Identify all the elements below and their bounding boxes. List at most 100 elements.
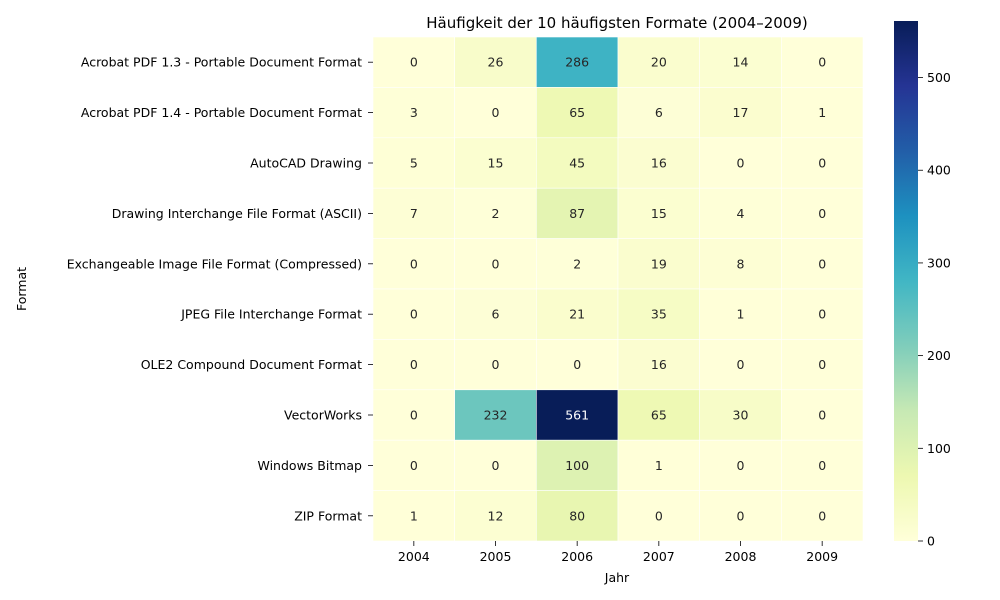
heatmap-cell — [617, 137, 700, 189]
cell-value-label: 0 — [492, 357, 500, 372]
cell-value-label: 87 — [569, 206, 585, 221]
y-tick-label: Exchangeable Image File Format (Compress… — [67, 256, 362, 271]
heatmap-cell — [454, 339, 537, 391]
y-tick-label: Drawing Interchange File Format (ASCII) — [112, 206, 362, 221]
heatmap-cell — [617, 238, 700, 290]
cell-value-label: 0 — [818, 156, 826, 171]
heatmap-cell — [699, 439, 782, 491]
cell-value-label: 35 — [651, 307, 667, 322]
heatmap-cell — [699, 288, 782, 340]
heatmap-cell — [781, 137, 864, 189]
heatmap-cell — [454, 36, 537, 88]
heatmap-cell — [617, 36, 700, 88]
x-tick-label: 2008 — [725, 549, 757, 564]
cell-value-label: 15 — [488, 156, 504, 171]
heatmap-cell — [699, 187, 782, 239]
cell-value-label: 65 — [569, 105, 585, 120]
cell-value-label: 0 — [818, 206, 826, 221]
x-tick-label: 2009 — [806, 549, 838, 564]
cell-value-label: 12 — [488, 508, 504, 523]
cell-value-label: 14 — [733, 55, 749, 70]
heatmap-cell — [781, 389, 864, 441]
cell-value-label: 0 — [818, 256, 826, 271]
cell-value-label: 2 — [573, 256, 581, 271]
cell-value-label: 45 — [569, 156, 585, 171]
cell-value-label: 20 — [651, 55, 667, 70]
cell-value-label: 0 — [818, 357, 826, 372]
heatmap-cell — [536, 339, 619, 391]
cell-value-label: 0 — [410, 458, 418, 473]
heatmap-cell — [454, 490, 537, 542]
cell-value-label: 5 — [410, 156, 418, 171]
cell-value-label: 1 — [655, 458, 663, 473]
heatmap-cell — [372, 339, 455, 391]
x-tick-label: 2006 — [561, 549, 593, 564]
heatmap-cell — [699, 389, 782, 441]
heatmap-cell — [454, 439, 537, 491]
cell-value-label: 1 — [818, 105, 826, 120]
heatmap-cell — [781, 87, 864, 139]
y-tick-label: Windows Bitmap — [258, 458, 363, 473]
cell-value-label: 0 — [492, 105, 500, 120]
cell-value-label: 6 — [655, 105, 663, 120]
heatmap-cell — [372, 187, 455, 239]
heatmap-cell — [617, 187, 700, 239]
cell-value-label: 0 — [737, 357, 745, 372]
heatmap-cell — [454, 137, 537, 189]
colorbar-tick-label: 500 — [927, 70, 951, 85]
x-tick-label: 2005 — [480, 549, 512, 564]
heatmap-cell — [536, 439, 619, 491]
cell-value-label: 0 — [410, 256, 418, 271]
heatmap-cell — [699, 36, 782, 88]
heatmap-cell — [781, 238, 864, 290]
cell-value-label: 0 — [492, 458, 500, 473]
cell-value-label: 0 — [410, 307, 418, 322]
cell-value-label: 0 — [818, 458, 826, 473]
colorbar: 0 100 200 300 400 500 — [894, 21, 951, 549]
cell-value-label: 26 — [488, 55, 504, 70]
heatmap-cell — [781, 439, 864, 491]
heatmap-cell — [372, 36, 455, 88]
cell-value-label: 19 — [651, 256, 667, 271]
cell-value-label: 0 — [818, 55, 826, 70]
cell-value-label: 80 — [569, 508, 585, 523]
cell-value-label: 0 — [737, 508, 745, 523]
heatmap-cell — [536, 36, 619, 88]
y-tick-label: ZIP Format — [294, 508, 362, 523]
cell-value-label: 7 — [410, 206, 418, 221]
x-tick-label: 2007 — [643, 549, 675, 564]
heatmap-cell — [536, 389, 619, 441]
cell-value-label: 17 — [733, 105, 749, 120]
y-tick-labels: Acrobat PDF 1.3 - Portable Document Form… — [67, 55, 373, 523]
cell-value-label: 2 — [492, 206, 500, 221]
cell-value-label: 3 — [410, 105, 418, 120]
heatmap-cell — [454, 187, 537, 239]
heatmap-cell — [536, 490, 619, 542]
heatmap-cells: 0 26 286 20 14 03 0 65 6 17 15 15 45 16 0 07 2 87 15 4 00 0 2 1… — [372, 36, 864, 542]
x-axis-label: Jahr — [604, 570, 630, 585]
cell-value-label: 0 — [737, 458, 745, 473]
heatmap-cell — [781, 339, 864, 391]
heatmap-cell — [536, 187, 619, 239]
heatmap-cell — [617, 389, 700, 441]
colorbar-tick-label: 400 — [927, 163, 951, 178]
heatmap-cell — [372, 288, 455, 340]
heatmap-cell — [781, 187, 864, 239]
heatmap-cell — [781, 36, 864, 88]
cell-value-label: 8 — [737, 256, 745, 271]
colorbar-tick-label: 0 — [927, 534, 935, 549]
heatmap-cell — [699, 238, 782, 290]
y-axis-label: Format — [14, 267, 29, 311]
cell-value-label: 232 — [484, 408, 508, 423]
heatmap-cell — [454, 87, 537, 139]
cell-value-label: 0 — [410, 55, 418, 70]
cell-value-label: 4 — [737, 206, 745, 221]
cell-value-label: 16 — [651, 156, 667, 171]
y-tick-label: Acrobat PDF 1.3 - Portable Document Form… — [81, 55, 362, 70]
cell-value-label: 0 — [737, 156, 745, 171]
cell-value-label: 0 — [410, 408, 418, 423]
y-tick-label: OLE2 Compound Document Format — [141, 357, 362, 372]
cell-value-label: 0 — [818, 307, 826, 322]
heatmap-cell — [372, 137, 455, 189]
